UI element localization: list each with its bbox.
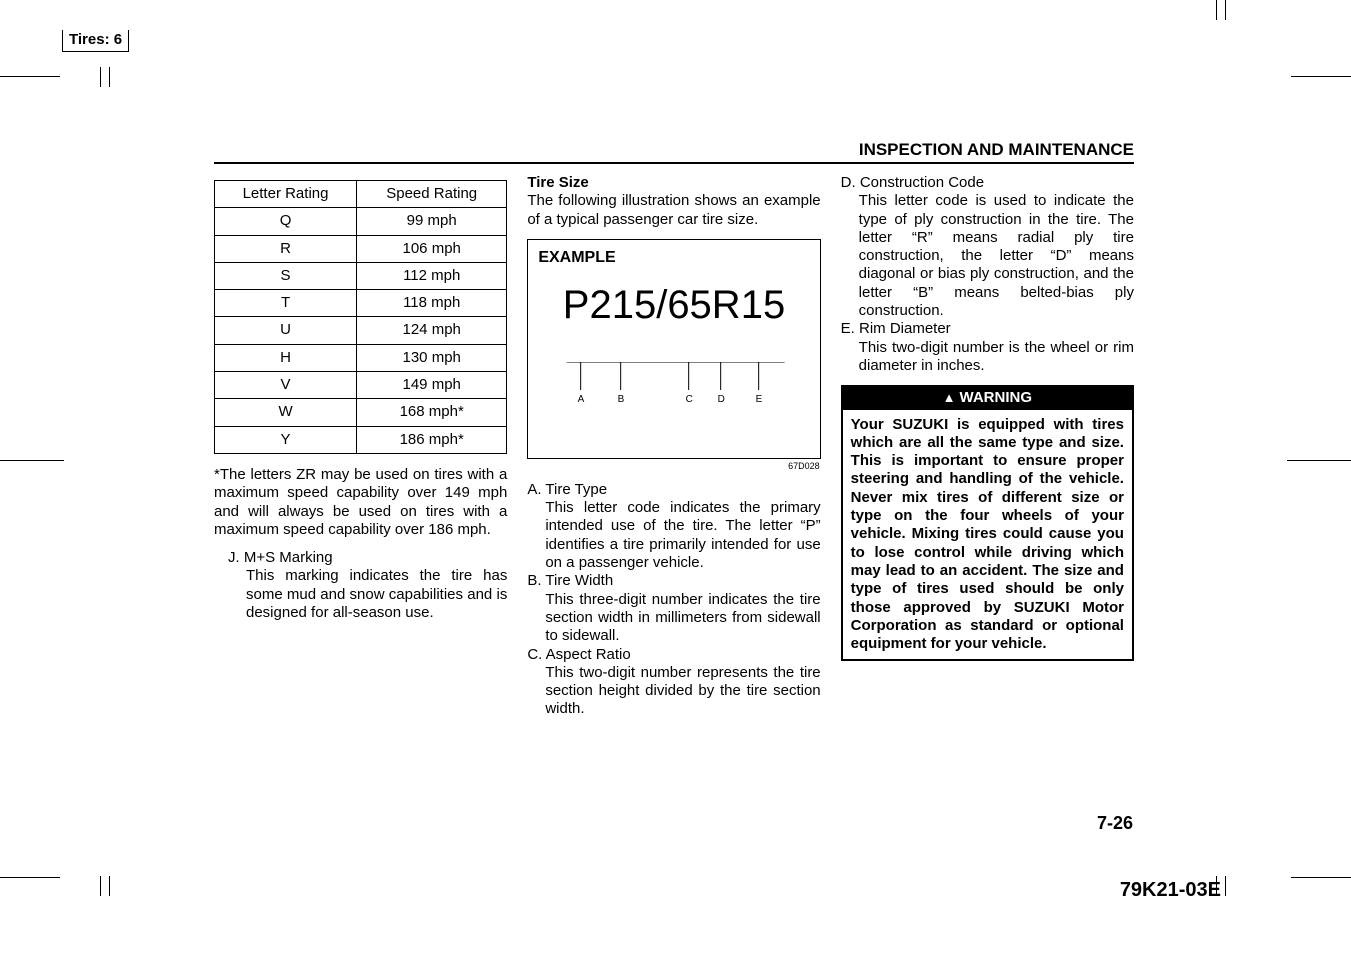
crop-mark: [100, 67, 101, 87]
title-tag: Tires: 6: [62, 30, 129, 52]
table-row: W168 mph*: [215, 399, 507, 426]
cell: 130 mph: [357, 344, 507, 371]
page-number: 7-26: [1097, 813, 1133, 834]
table-row: R106 mph: [215, 235, 507, 262]
column-2: Tire Size The following illustration sho…: [527, 174, 820, 719]
def-label: D. Construction Code: [841, 174, 1134, 192]
example-box: EXAMPLE P215/65R15 A B C D E 67D028: [527, 239, 820, 459]
tire-code: P215/65R15: [538, 281, 809, 330]
ms-marking-body: This marking indicates the tire has some…: [214, 567, 507, 622]
warning-icon: ▲: [943, 390, 956, 405]
cell: R: [215, 235, 357, 262]
crop-mark: [1225, 876, 1226, 896]
cell: 124 mph: [357, 317, 507, 344]
table-header: Speed Rating: [357, 181, 507, 208]
tick-letter: B: [618, 394, 625, 405]
ms-marking-label: J. M+S Marking: [214, 549, 507, 567]
cell: W: [215, 399, 357, 426]
speed-footnote: *The letters ZR may be used on tires wit…: [214, 466, 507, 539]
cell: 186 mph*: [357, 426, 507, 453]
def-label: A. Tire Type: [527, 481, 820, 499]
warning-heading-text: WARNING: [960, 389, 1033, 406]
table-row: H130 mph: [215, 344, 507, 371]
tire-code-ticks: A B C D E: [528, 362, 819, 412]
cell: T: [215, 290, 357, 317]
cell: V: [215, 372, 357, 399]
column-3: D. Construction Code This letter code is…: [841, 174, 1134, 719]
crop-mark: [1287, 460, 1351, 461]
cell: 149 mph: [357, 372, 507, 399]
crop-mark: [109, 67, 110, 87]
tire-size-heading: Tire Size: [527, 174, 820, 192]
def-body: This three-digit number indicates the ti…: [527, 591, 820, 646]
section-header: INSPECTION AND MAINTENANCE: [214, 140, 1134, 164]
def-body: This letter code is used to indicate the…: [841, 192, 1134, 320]
tire-size-intro: The following illustration shows an exam…: [527, 192, 820, 229]
def-body: This letter code indicates the primary i…: [527, 499, 820, 572]
figure-reference: 67D028: [788, 461, 820, 472]
crop-mark: [1216, 0, 1217, 20]
table-row: U124 mph: [215, 317, 507, 344]
example-label: EXAMPLE: [538, 248, 809, 268]
table-row: T118 mph: [215, 290, 507, 317]
table-row: V149 mph: [215, 372, 507, 399]
cell: Q: [215, 208, 357, 235]
def-label: E. Rim Diameter: [841, 320, 1134, 338]
tire-definitions: A. Tire Type This letter code indicates …: [527, 481, 820, 719]
column-1: Letter Rating Speed Rating Q99 mph R106 …: [214, 174, 507, 719]
cell: 168 mph*: [357, 399, 507, 426]
tick-letter: C: [686, 394, 693, 405]
crop-mark: [0, 76, 60, 77]
def-label: C. Aspect Ratio: [527, 646, 820, 664]
page-body: INSPECTION AND MAINTENANCE Letter Rating…: [214, 140, 1134, 719]
cell: 99 mph: [357, 208, 507, 235]
tick-letter: D: [718, 394, 725, 405]
warning-box: ▲ WARNING Your SUZUKI is equipped with ti…: [841, 385, 1134, 661]
tick-letter: A: [578, 394, 585, 405]
tick-letter: E: [756, 394, 763, 405]
def-body: This two-digit number represents the tir…: [527, 664, 820, 719]
cell: Y: [215, 426, 357, 453]
cell: H: [215, 344, 357, 371]
table-row: Q99 mph: [215, 208, 507, 235]
ms-marking: J. M+S Marking This marking indicates th…: [214, 549, 507, 622]
cell: 112 mph: [357, 262, 507, 289]
warning-body: Your SUZUKI is equipped with tires which…: [843, 410, 1132, 660]
def-label: B. Tire Width: [527, 572, 820, 590]
crop-mark: [1291, 877, 1351, 878]
def-body: This two-digit number is the wheel or ri…: [841, 339, 1134, 376]
crop-mark: [0, 460, 64, 461]
cell: 118 mph: [357, 290, 507, 317]
cell: 106 mph: [357, 235, 507, 262]
crop-mark: [109, 876, 110, 896]
table-row: S112 mph: [215, 262, 507, 289]
table-row: Y186 mph*: [215, 426, 507, 453]
crop-mark: [1291, 76, 1351, 77]
crop-mark: [1225, 0, 1226, 20]
cell: S: [215, 262, 357, 289]
warning-heading: ▲ WARNING: [843, 387, 1132, 409]
crop-mark: [0, 877, 60, 878]
crop-mark: [100, 876, 101, 896]
cell: U: [215, 317, 357, 344]
table-header: Letter Rating: [215, 181, 357, 208]
speed-rating-table: Letter Rating Speed Rating Q99 mph R106 …: [214, 180, 507, 454]
document-code: 79K21-03E: [1120, 879, 1221, 902]
